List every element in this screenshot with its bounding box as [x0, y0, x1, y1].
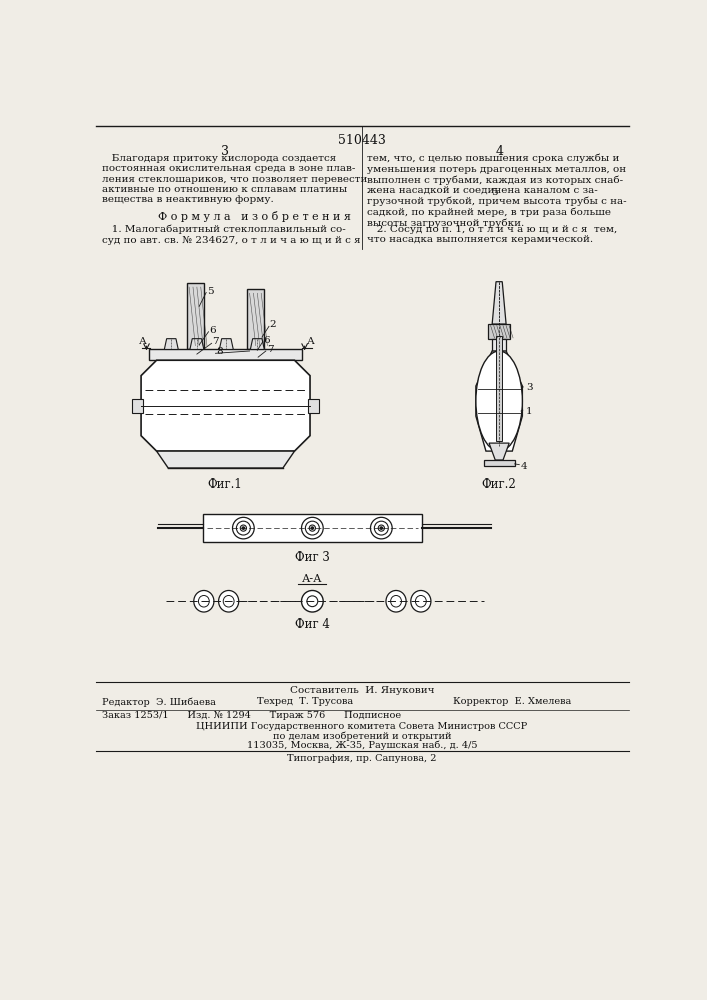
Text: А: А	[307, 337, 315, 346]
Text: 6: 6	[209, 326, 216, 335]
Text: Редактор  Э. Шибаева: Редактор Э. Шибаева	[103, 698, 216, 707]
Bar	[149, 349, 303, 360]
Polygon shape	[141, 360, 310, 451]
Text: 4: 4	[495, 145, 503, 158]
Circle shape	[301, 590, 323, 612]
Text: Ф о р м у л а   и з о б р е т е н и я: Ф о р м у л а и з о б р е т е н и я	[158, 211, 351, 222]
Text: 8: 8	[216, 347, 223, 356]
Text: 510443: 510443	[338, 134, 386, 147]
Text: Фиг.1: Фиг.1	[207, 478, 243, 491]
Ellipse shape	[476, 351, 522, 451]
Text: Заказ 1253/1      Изд. № 1294      Тираж 576      Подписное: Заказ 1253/1 Изд. № 1294 Тираж 576 Подпи…	[103, 711, 402, 720]
Polygon shape	[219, 339, 233, 349]
Text: 3: 3	[221, 145, 229, 158]
Text: Корректор  Е. Хмелева: Корректор Е. Хмелева	[452, 698, 571, 706]
Bar	[203, 514, 421, 542]
Text: 1: 1	[526, 407, 533, 416]
Ellipse shape	[411, 590, 431, 612]
Bar	[484, 460, 515, 466]
Ellipse shape	[218, 590, 239, 612]
Text: 2. Сосуд по п. 1, о т л и ч а ю щ и й с я  тем,
что насадка выполняется керамиче: 2. Сосуд по п. 1, о т л и ч а ю щ и й с …	[368, 225, 618, 244]
Text: 5: 5	[207, 287, 214, 296]
Text: Фиг 4: Фиг 4	[295, 618, 329, 631]
Ellipse shape	[194, 590, 214, 612]
Circle shape	[311, 527, 313, 529]
Text: 3: 3	[526, 383, 533, 392]
Text: 2: 2	[270, 320, 276, 329]
Text: Техред  Т. Трусова: Техред Т. Трусова	[257, 698, 354, 706]
Polygon shape	[190, 339, 204, 349]
Text: Фиг 3: Фиг 3	[295, 551, 329, 564]
Text: тем, что, с целью повышения срока службы и
уменьшения потерь драгоценных металло: тем, что, с целью повышения срока службы…	[368, 154, 627, 228]
Ellipse shape	[386, 590, 406, 612]
Text: по делам изобретений и открытий: по делам изобретений и открытий	[273, 731, 451, 741]
Circle shape	[380, 527, 382, 529]
Polygon shape	[156, 451, 295, 468]
Bar	[308, 399, 320, 413]
Text: Составитель  И. Янукович: Составитель И. Янукович	[290, 686, 434, 695]
Bar	[247, 289, 264, 349]
Text: 1. Малогабаритный стеклоплавильный со-
суд по авт. св. № 234627, о т л и ч а ю щ: 1. Малогабаритный стеклоплавильный со- с…	[103, 225, 361, 245]
Bar	[187, 283, 204, 349]
Bar	[492, 339, 506, 351]
Text: А: А	[139, 337, 146, 346]
Text: 113035, Москва, Ж-35, Раушская наб., д. 4/5: 113035, Москва, Ж-35, Раушская наб., д. …	[247, 741, 477, 750]
Text: А-А: А-А	[302, 574, 322, 584]
Text: 5: 5	[491, 188, 498, 197]
Text: Типография, пр. Сапунова, 2: Типография, пр. Сапунова, 2	[287, 754, 437, 763]
Polygon shape	[492, 282, 506, 324]
Text: 7: 7	[267, 345, 273, 354]
Polygon shape	[489, 443, 509, 460]
Text: Благодаря притоку кислорода создается
постоянная окислительная среда в зоне плав: Благодаря притоку кислорода создается по…	[103, 154, 368, 204]
Polygon shape	[476, 351, 522, 451]
Bar	[132, 399, 143, 413]
Circle shape	[243, 527, 245, 529]
Polygon shape	[164, 339, 178, 349]
Text: ЦНИИПИ Государственного комитета Совета Министров СССР: ЦНИИПИ Государственного комитета Совета …	[197, 722, 527, 731]
Bar	[489, 324, 510, 339]
Polygon shape	[250, 339, 264, 349]
Text: 4: 4	[521, 462, 527, 471]
Text: 7: 7	[212, 337, 219, 346]
Text: 6: 6	[264, 336, 270, 345]
Bar	[496, 336, 502, 441]
Text: Фиг.2: Фиг.2	[481, 478, 517, 491]
